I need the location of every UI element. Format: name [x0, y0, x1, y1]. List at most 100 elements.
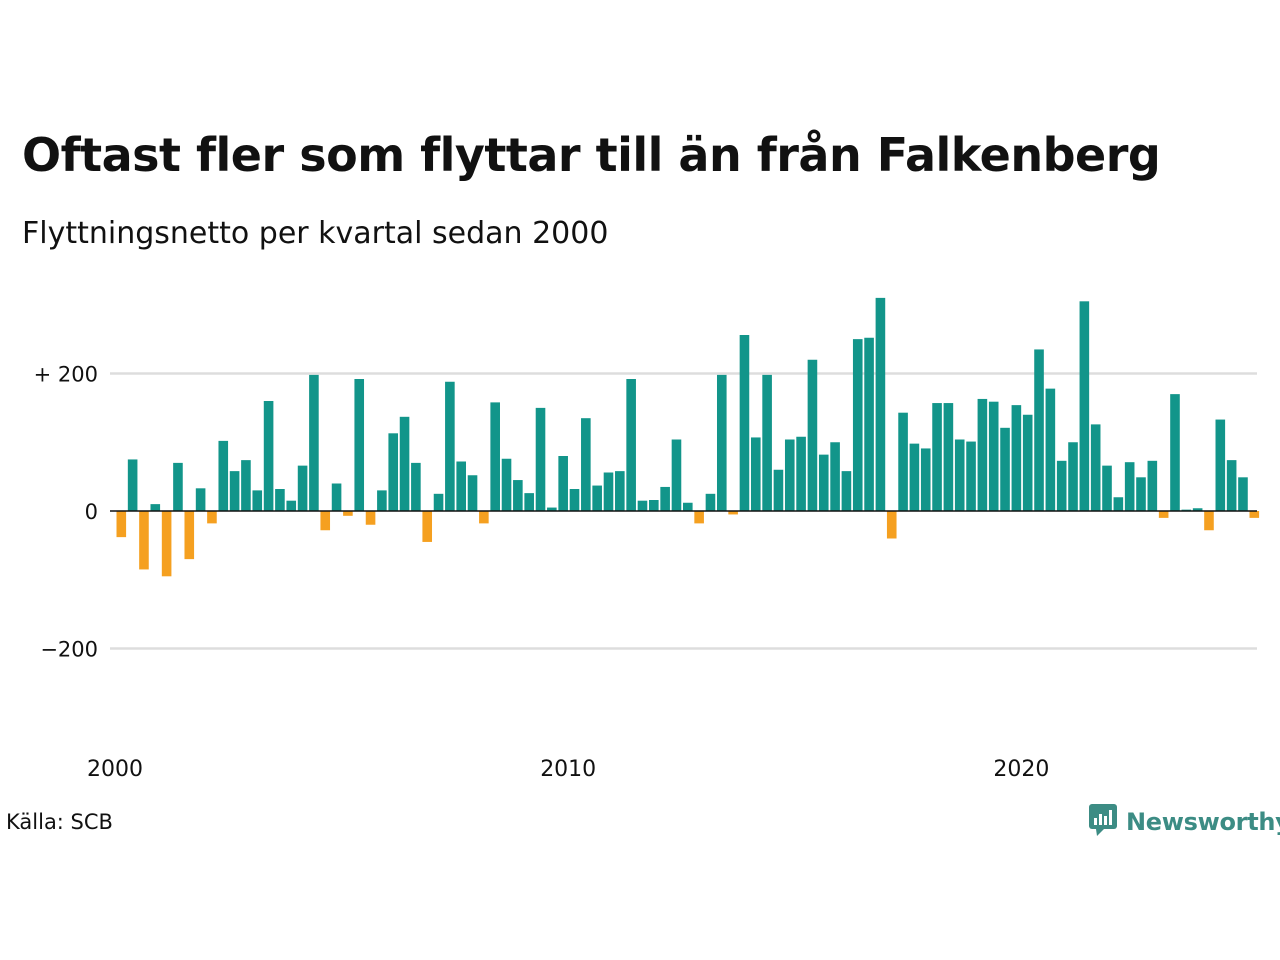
- bar: [161, 511, 172, 577]
- bar: [920, 448, 931, 511]
- bar: [1034, 349, 1044, 511]
- bar: [683, 502, 693, 511]
- bar: [716, 374, 727, 512]
- bar: [297, 465, 308, 512]
- bar: [1045, 388, 1056, 512]
- bar: [750, 437, 761, 511]
- bar: [830, 442, 840, 511]
- axis-layer: + 200 0 −200 2000 2010 2020: [34, 363, 1257, 782]
- bar: [898, 412, 908, 511]
- bar: [728, 511, 738, 515]
- bar: [615, 471, 625, 512]
- bar: [275, 489, 285, 511]
- bar: [649, 500, 659, 511]
- bar: [377, 490, 387, 512]
- bar: [501, 458, 512, 511]
- bar: [218, 440, 229, 512]
- bar: [818, 454, 829, 512]
- bar: [1170, 394, 1180, 512]
- bar: [150, 504, 161, 512]
- bar: [1147, 460, 1158, 511]
- bar: [1124, 462, 1135, 511]
- bar: [569, 489, 580, 511]
- bar: [1011, 405, 1022, 512]
- bar: [547, 507, 557, 511]
- x-tick-label: 2010: [540, 757, 596, 782]
- x-tick-label: 2000: [87, 757, 143, 782]
- bar: [694, 511, 704, 524]
- bar: [343, 511, 353, 516]
- bar: [139, 511, 149, 570]
- bar: [1056, 460, 1067, 511]
- bar: [864, 337, 874, 511]
- bar: [739, 335, 750, 511]
- bar: [331, 483, 342, 511]
- bar: [535, 407, 546, 512]
- bar: [229, 471, 240, 512]
- bar: [184, 511, 195, 560]
- bar: [977, 398, 988, 511]
- x-tick-label: 2020: [993, 757, 1049, 782]
- bar: [558, 456, 568, 511]
- bar: [286, 500, 297, 511]
- bar: [1068, 442, 1078, 511]
- bar: [1158, 511, 1169, 518]
- bar: [1102, 465, 1112, 512]
- y-tick-label: 0: [85, 500, 98, 524]
- bar: [660, 486, 670, 511]
- bar: [943, 403, 954, 511]
- bar: [354, 379, 365, 511]
- bar-layer: [116, 297, 1260, 577]
- bar: [1000, 427, 1010, 511]
- bar: [784, 439, 795, 511]
- bar: [1113, 497, 1124, 511]
- bar: [671, 439, 682, 511]
- bar: [399, 416, 410, 511]
- bar: [796, 436, 806, 511]
- bar: [1215, 419, 1226, 511]
- bar: [422, 511, 433, 542]
- newsworthy-chart-icon: [1088, 803, 1118, 841]
- bar: [1136, 477, 1146, 511]
- bar: [1226, 460, 1237, 512]
- bar: [592, 485, 602, 511]
- newsworthy-wordmark: Newsworthy: [1126, 808, 1280, 836]
- y-tick-label: + 200: [34, 363, 98, 387]
- bar: [1022, 414, 1033, 511]
- bar: [1192, 508, 1203, 511]
- bar: [411, 462, 421, 512]
- bar: [207, 511, 217, 524]
- bar: [513, 480, 523, 511]
- bar: [1238, 477, 1248, 511]
- bar: [841, 471, 852, 512]
- bar: [852, 339, 863, 512]
- bar: [456, 461, 466, 511]
- bar: [988, 401, 999, 511]
- bar: [626, 379, 636, 511]
- grid-layer: [110, 372, 1257, 650]
- bar: [637, 500, 648, 511]
- bar: [762, 374, 772, 512]
- bar: [263, 401, 274, 511]
- bar: [1090, 424, 1101, 512]
- chart-title: Oftast fler som flyttar till än från Fal…: [22, 128, 1161, 182]
- bar: [932, 403, 942, 511]
- newsworthy-logo[interactable]: Newsworthy: [1088, 803, 1280, 841]
- bar: [241, 460, 251, 512]
- bar: [524, 493, 534, 512]
- bar: [603, 472, 614, 511]
- bar: [581, 418, 591, 511]
- bar: [365, 511, 376, 525]
- bar: [886, 511, 897, 539]
- bar: [467, 475, 478, 511]
- bar: [479, 511, 489, 524]
- bar: [309, 374, 319, 512]
- chart-subtitle: Flyttningsnetto per kvartal sedan 2000: [22, 216, 609, 251]
- bar: [173, 462, 183, 512]
- bar: [875, 297, 886, 512]
- bar: [1204, 511, 1214, 531]
- bar: [445, 381, 455, 511]
- bar: [1249, 511, 1260, 518]
- bar: [773, 469, 784, 511]
